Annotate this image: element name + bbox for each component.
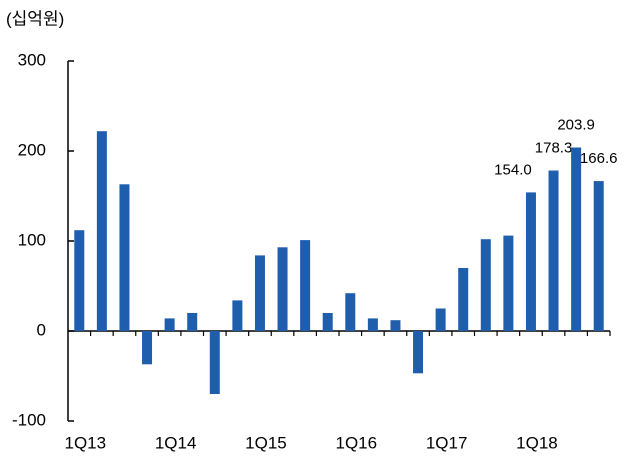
bar	[209, 331, 220, 394]
x-tick-label: 1Q14	[155, 433, 197, 452]
x-tick-label: 1Q18	[516, 433, 558, 452]
bar	[96, 131, 107, 331]
bar	[300, 240, 311, 331]
bar	[232, 300, 243, 331]
bar	[322, 313, 333, 331]
value-label: 178.3	[535, 139, 573, 156]
y-tick-label: 200	[18, 140, 46, 159]
bar	[74, 230, 85, 331]
value-label: 154.0	[494, 161, 532, 178]
x-tick-label: 1Q16	[335, 433, 377, 452]
bar	[390, 320, 401, 331]
bar	[571, 147, 582, 331]
y-tick-label: 300	[18, 50, 46, 69]
bar	[277, 247, 288, 331]
bar	[525, 192, 536, 331]
bar	[435, 308, 446, 331]
x-tick-label: 1Q15	[245, 433, 287, 452]
bar	[345, 293, 356, 331]
bar	[142, 331, 153, 365]
bar	[119, 184, 130, 331]
bar	[458, 268, 469, 331]
value-label: 203.9	[557, 116, 595, 133]
bar	[413, 331, 424, 374]
bar	[548, 170, 559, 331]
y-axis-label: (십억원)	[6, 9, 64, 28]
bar	[254, 255, 265, 331]
y-tick-label: 100	[18, 230, 46, 249]
value-label: 166.6	[580, 150, 618, 167]
bar	[503, 235, 514, 331]
bar	[367, 318, 378, 331]
bar	[480, 239, 491, 331]
x-tick-label: 1Q13	[64, 433, 106, 452]
y-tick-label: 0	[37, 320, 46, 339]
bar	[187, 313, 198, 331]
bar	[164, 318, 175, 331]
bar	[593, 181, 604, 331]
x-tick-label: 1Q17	[426, 433, 468, 452]
y-tick-label: -100	[12, 410, 46, 429]
